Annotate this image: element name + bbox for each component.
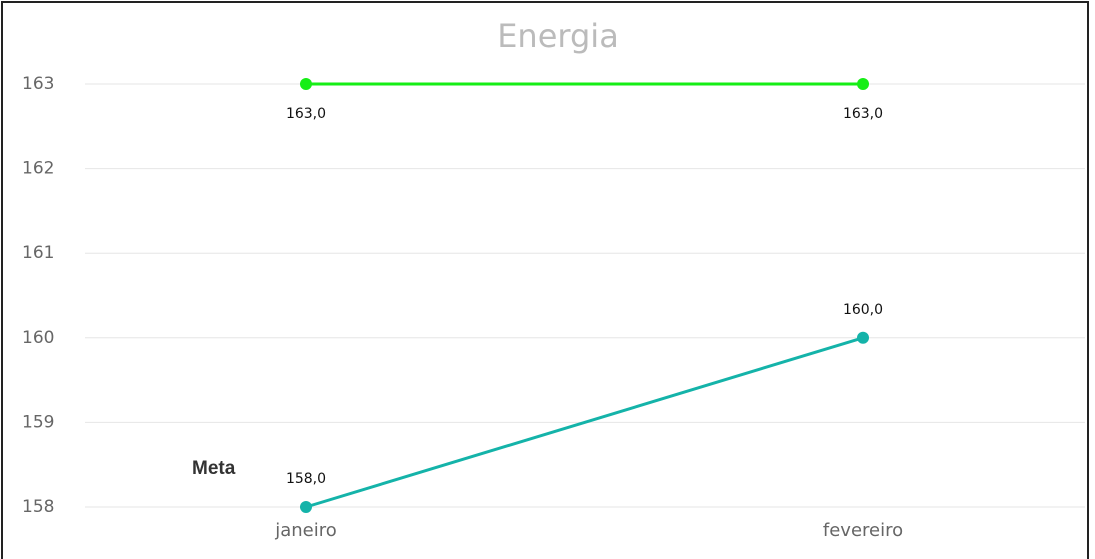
x-tick-label: janeiro <box>274 520 337 541</box>
line <box>305 336 864 509</box>
y-tick-label: 161 <box>22 243 54 263</box>
value-label: 163,0 <box>843 106 883 122</box>
value-label: 163,0 <box>286 106 326 122</box>
x-tick-label: fevereiro <box>823 520 903 541</box>
value-label: 158,0 <box>286 471 326 487</box>
point <box>857 78 869 90</box>
value-label: 160,0 <box>843 302 883 318</box>
y-tick-label: 163 <box>22 74 54 94</box>
y-tick-label: 162 <box>22 159 54 179</box>
annotation: Meta <box>192 458 236 479</box>
y-tick-label: 160 <box>22 328 54 348</box>
y-tick-label: 159 <box>22 412 54 432</box>
point <box>300 501 312 513</box>
chart-title: Energia <box>497 17 619 55</box>
point <box>300 78 312 90</box>
y-tick-label: 158 <box>22 497 54 517</box>
point <box>857 331 869 344</box>
